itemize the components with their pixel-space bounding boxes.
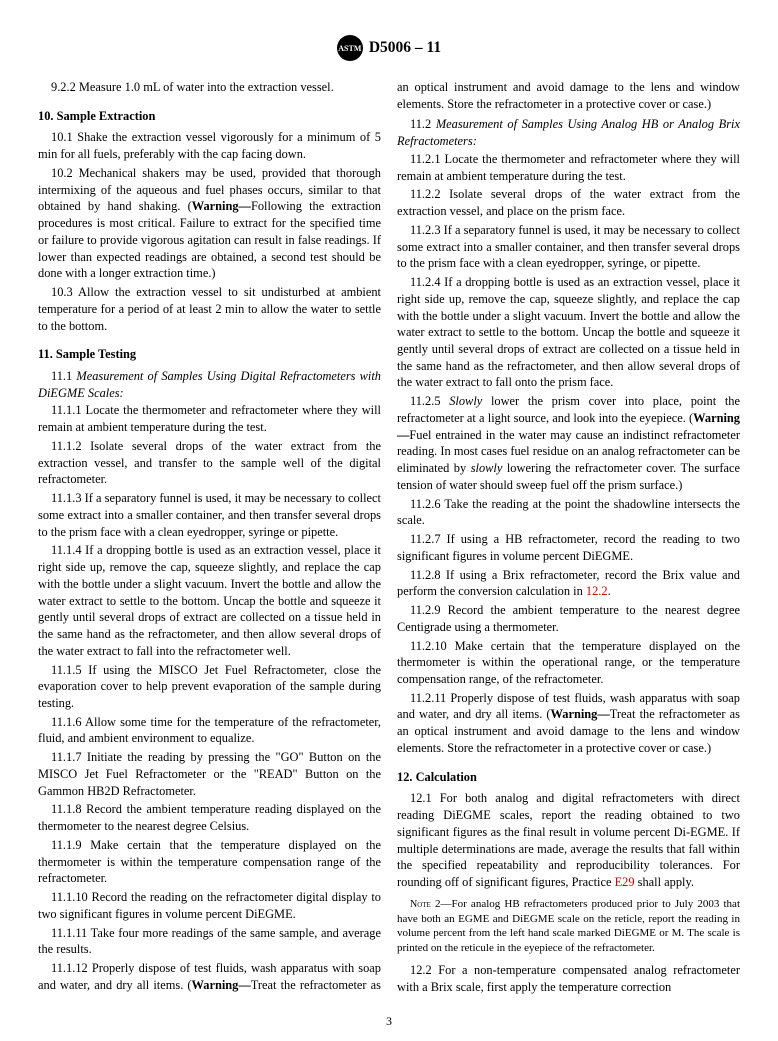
para-11-1-6: 11.1.6 Allow some time for the temperatu… xyxy=(38,714,381,747)
section-12-heading: 12. Calculation xyxy=(397,769,740,786)
para-11-2-5: 11.2.5 Slowly lower the prism cover into… xyxy=(397,393,740,493)
section-10-heading: 10. Sample Extraction xyxy=(38,108,381,125)
num: 11.2.5 xyxy=(410,394,449,408)
subsection-11-2: 11.2 Measurement of Samples Using Analog… xyxy=(397,116,740,149)
para-10-1: 10.1 Shake the extraction vessel vigorou… xyxy=(38,129,381,162)
note-label: Note xyxy=(410,899,431,910)
para-11-1-5: 11.1.5 If using the MISCO Jet Fuel Refra… xyxy=(38,662,381,712)
title: Measurement of Samples Using Digital Ref… xyxy=(38,369,381,400)
slowly-emphasis: slowly xyxy=(471,461,503,475)
para-11-1-7: 11.1.7 Initiate the reading by pressing … xyxy=(38,749,381,799)
text: shall apply. xyxy=(635,875,694,889)
warning-label: Warning— xyxy=(192,978,251,992)
cross-ref-link[interactable]: 12.2 xyxy=(586,584,608,598)
para-10-2: 10.2 Mechanical shakers may be used, pro… xyxy=(38,165,381,282)
para-11-2-1: 11.2.1 Locate the thermometer and refrac… xyxy=(397,151,740,184)
para-10-3: 10.3 Allow the extraction vessel to sit … xyxy=(38,284,381,334)
warning-label: Warning— xyxy=(551,707,610,721)
para-11-2-2: 11.2.2 Isolate several drops of the wate… xyxy=(397,186,740,219)
para-11-1-1: 11.1.1 Locate the thermometer and refrac… xyxy=(38,402,381,435)
text: 11.2.8 If using a Brix refractometer, re… xyxy=(397,568,740,599)
title: Measurement of Samples Using Analog HB o… xyxy=(397,117,740,148)
para-11-2-4: 11.2.4 If a dropping bottle is used as a… xyxy=(397,274,740,391)
para-11-2-8: 11.2.8 If using a Brix refractometer, re… xyxy=(397,567,740,600)
para-11-2-3: 11.2.3 If a separatory funnel is used, i… xyxy=(397,222,740,272)
para-11-2-11: 11.2.11 Properly dispose of test fluids,… xyxy=(397,690,740,757)
para-12-2: 12.2 For a non-temperature compensated a… xyxy=(397,962,740,995)
page-header: ASTM D5006 – 11 xyxy=(38,35,740,61)
document-id: D5006 – 11 xyxy=(369,39,441,57)
para-12-1: 12.1 For both analog and digital refract… xyxy=(397,790,740,890)
para-11-2-9: 11.2.9 Record the ambient temperature to… xyxy=(397,602,740,635)
para-11-1-11: 11.1.11 Take four more readings of the s… xyxy=(38,925,381,958)
slowly-emphasis: Slowly xyxy=(449,394,482,408)
para-11-1-2: 11.1.2 Isolate several drops of the wate… xyxy=(38,438,381,488)
note-2: Note 2—For analog HB refractometers prod… xyxy=(397,897,740,956)
page-number: 3 xyxy=(38,1014,740,1029)
astm-logo: ASTM xyxy=(337,35,363,61)
para-11-2-7: 11.2.7 If using a HB refractometer, reco… xyxy=(397,531,740,564)
text: . xyxy=(608,584,611,598)
para-11-1-8: 11.1.8 Record the ambient temperature re… xyxy=(38,801,381,834)
para-11-2-6: 11.2.6 Take the reading at the point the… xyxy=(397,496,740,529)
note-text: 2—For analog HB refractometers produced … xyxy=(397,898,740,955)
document-body: 9.2.2 Measure 1.0 mL of water into the e… xyxy=(38,79,740,996)
num: 11.1 xyxy=(51,369,76,383)
para-11-2-10: 11.2.10 Make certain that the temperatur… xyxy=(397,638,740,688)
para-9-2-2: 9.2.2 Measure 1.0 mL of water into the e… xyxy=(38,79,381,96)
section-11-heading: 11. Sample Testing xyxy=(38,346,381,363)
cross-ref-link[interactable]: E29 xyxy=(615,875,635,889)
para-11-1-3: 11.1.3 If a separatory funnel is used, i… xyxy=(38,490,381,540)
subsection-11-1: 11.1 Measurement of Samples Using Digita… xyxy=(38,368,381,401)
num: 11.2 xyxy=(410,117,436,131)
para-11-1-10: 11.1.10 Record the reading on the refrac… xyxy=(38,889,381,922)
warning-label: Warning— xyxy=(192,199,251,213)
para-11-1-4: 11.1.4 If a dropping bottle is used as a… xyxy=(38,542,381,659)
para-11-1-9: 11.1.9 Make certain that the temperature… xyxy=(38,837,381,887)
